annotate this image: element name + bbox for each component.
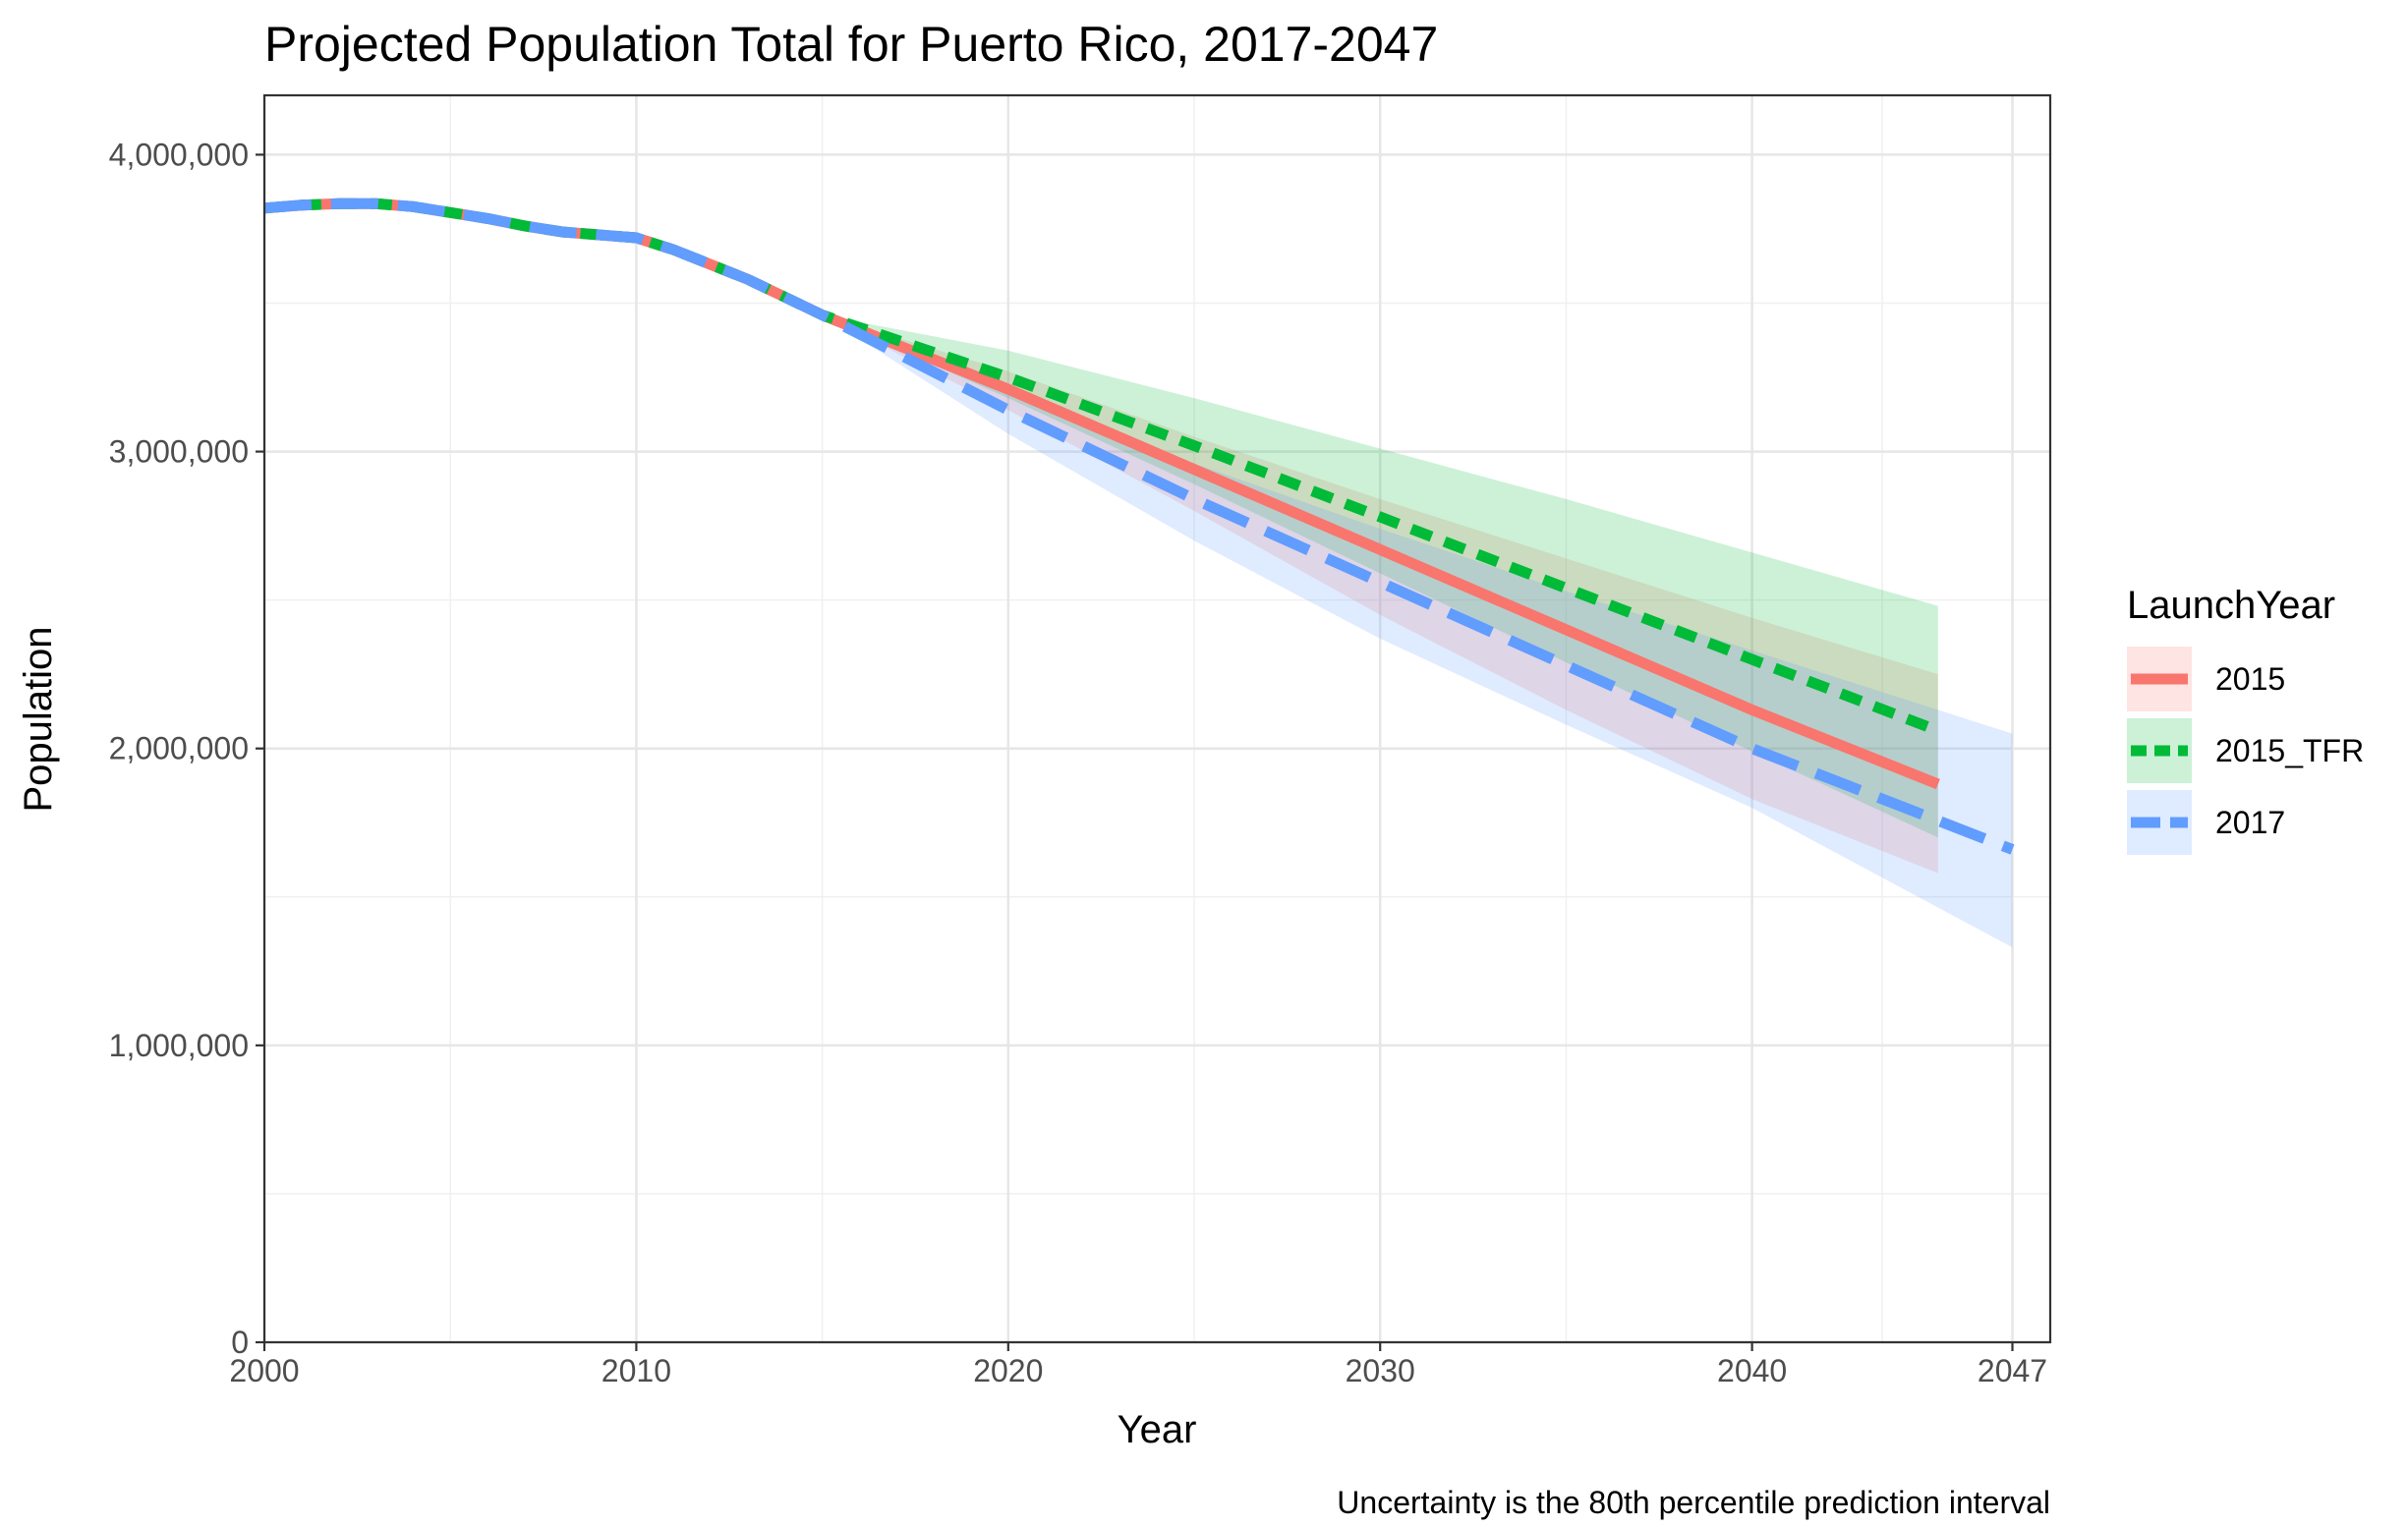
x-axis-label: Year xyxy=(1118,1408,1197,1451)
x-tick-label: 2030 xyxy=(1346,1353,1415,1388)
uncertainty-band-2015-tfr xyxy=(822,314,1938,838)
y-tick-label: 1,000,000 xyxy=(109,1028,249,1063)
y-tick-label: 2,000,000 xyxy=(109,731,249,766)
chart-title: Projected Population Total for Puerto Ri… xyxy=(264,17,1438,72)
uncertainty-band-2017 xyxy=(822,314,2013,948)
chart-caption: Uncertainty is the 80th percentile predi… xyxy=(1337,1485,2050,1520)
plot-panel-border xyxy=(262,93,2052,1344)
legend: LaunchYear 2015 2015_TFR 2017 xyxy=(2127,584,2364,855)
y-axis-label: Population xyxy=(17,626,60,812)
axes: 0 1,000,000 2,000,000 3,000,000 4,000,000 200… xyxy=(109,137,2047,1388)
x-tick-label: 2000 xyxy=(229,1353,299,1388)
x-tick-label: 2047 xyxy=(1978,1353,2047,1388)
x-tick-label: 2020 xyxy=(973,1353,1043,1388)
legend-2015-label: 2015 xyxy=(2215,661,2285,697)
legend-title: LaunchYear xyxy=(2127,584,2335,627)
y-tick-label: 0 xyxy=(231,1325,249,1360)
series-line-2017 xyxy=(263,198,2015,855)
y-tick-label: 3,000,000 xyxy=(109,434,249,470)
series-lines xyxy=(263,198,2015,855)
x-tick-label: 2040 xyxy=(1717,1353,1787,1388)
legend-2017-label: 2017 xyxy=(2215,805,2285,840)
x-tick-label: 2010 xyxy=(602,1353,671,1388)
legend-2015-tfr-label: 2015_TFR xyxy=(2215,733,2364,768)
series-line-2015-tfr xyxy=(263,198,1940,736)
y-tick-label: 4,000,000 xyxy=(109,137,249,172)
